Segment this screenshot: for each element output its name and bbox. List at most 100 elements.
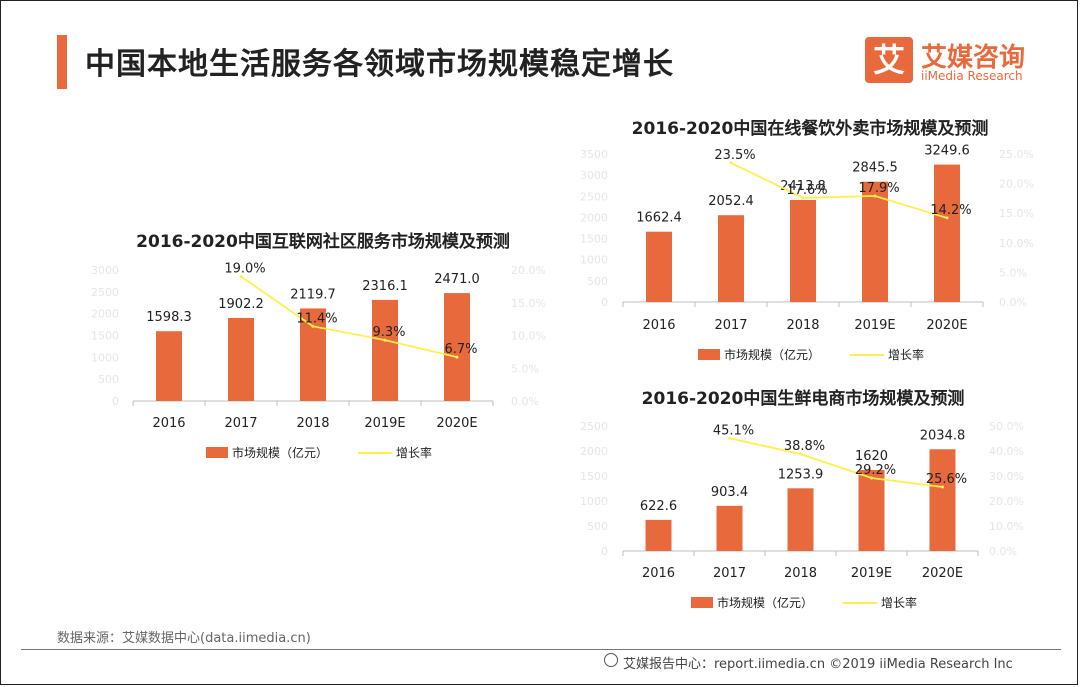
chart3-y2-tick-label: 10.0% [989,520,1024,533]
chart1-y-tick-label: 1000 [91,351,119,364]
chart1-bar [372,299,398,401]
chart1-category-label: 2019E [364,416,405,431]
chart3-legend-bar-swatch [691,597,713,608]
chart2-y2-tick-label: 5.0% [999,266,1027,279]
chart3-legend-bar-label: 市场规模（亿元） [717,595,813,610]
chart1-y-tick-label: 3000 [91,264,119,277]
source-note: 数据来源：艾媒数据中心(data.iimedia.cn) [57,631,311,646]
chart3-growth-line [729,437,943,488]
chart2-growth-line [730,162,948,219]
logo-mark-icon: 艾 [865,37,913,83]
chart2-bar [934,164,960,302]
chart2-category-label: 2017 [714,318,747,333]
chart3-growth-point [870,476,873,480]
globe-icon [604,653,618,667]
chart2-growth-point [873,194,877,198]
chart3-bar-value-label: 1620 [855,449,888,464]
chart1-growth-value-label: 19.0% [224,262,265,277]
chart1-growth-value-label: 11.4% [296,311,337,326]
chart1-y2-tick-label: 0.0% [511,395,539,408]
chart2-bar-value-label: 2845.5 [852,161,898,176]
chart1-growth-point [383,338,387,342]
chart3-title: 2016-2020中国生鲜电商市场规模及预测 [642,388,965,409]
chart2-y-tick-label: 1500 [580,233,608,246]
chart2-growth-point [729,161,733,165]
title-accent-bar [57,35,67,89]
brand-logo: 艾 艾媒咨询 iiMedia Research [865,37,1025,85]
chart2-category-label: 2020E [926,318,967,333]
chart2-category-label: 2019E [854,318,895,333]
chart1-y2-tick-label: 15.0% [511,297,546,310]
chart3-y2-tick-label: 30.0% [989,470,1024,483]
chart3-bar-value-label: 2034.8 [920,428,966,443]
chart3-growth-value-label: 38.8% [784,439,825,454]
chart2-bar-value-label: 1662.4 [636,211,682,226]
chart2-growth-point [945,216,949,220]
chart2-category-label: 2016 [642,318,675,333]
chart1-y2-tick-label: 10.0% [511,330,546,343]
chart1-y2-tick-label: 5.0% [511,362,539,375]
chart1-title: 2016-2020中国互联网社区服务市场规模及预测 [136,231,510,252]
chart2-bar-value-label: 2413.8 [780,179,826,194]
chart1-bar-value-label: 1598.3 [146,310,192,325]
chart1-bar [300,308,326,401]
chart3-growth-value-label: 25.6% [926,472,967,487]
chart2-bar [646,231,672,302]
chart3-bar [929,449,956,551]
chart3-y-tick-label: 0 [601,545,608,558]
chart2-growth-point [801,196,805,200]
chart1-legend-bar-label: 市场规模（亿元） [232,445,328,460]
chart1-growth-value-label: 6.7% [444,342,477,357]
chart2-growth-value-label: 17.9% [858,181,899,196]
chart1-bar-value-label: 2316.1 [362,279,408,294]
chart3-growth-point [728,436,731,440]
chart3-category-label: 2017 [713,566,746,581]
chart3-bar-value-label: 903.4 [711,485,748,500]
chart3-y2-tick-label: 20.0% [989,495,1024,508]
chart3-y2-tick-label: 0.0% [989,545,1017,558]
chart2-bar-value-label: 2052.4 [708,194,754,209]
chart1-y-tick-label: 500 [98,373,119,386]
chart2-y2-tick-label: 20.0% [999,178,1034,191]
chart3-y-tick-label: 1500 [580,470,608,483]
chart3-bar-value-label: 622.6 [640,499,677,514]
chart1-y-tick-label: 2000 [91,308,119,321]
page-title: 中国本地生活服务各领域市场规模稳定增长 [85,47,674,82]
chart2-bar [862,181,888,302]
chart2-growth-value-label: 23.5% [714,148,755,163]
chart3-bar-value-label: 1253.9 [778,467,824,482]
chart3-growth-value-label: 45.1% [713,423,754,438]
chart3-y2-tick-label: 50.0% [989,420,1024,433]
chart2-bar [718,215,744,302]
chart1-growth-point [239,275,243,279]
chart1-bar-value-label: 1902.2 [218,297,264,312]
chart3-y-tick-label: 1000 [580,495,608,508]
chart3-category-label: 2016 [642,566,675,581]
chart3-y-tick-label: 500 [587,520,608,533]
chart1-growth-value-label: 9.3% [372,325,405,340]
chart3-y-tick-label: 2500 [580,420,608,433]
chart2-y2-tick-label: 25.0% [999,148,1034,161]
chart3-growth-value-label: 29.2% [855,463,896,478]
chart1-y-tick-label: 0 [112,395,119,408]
chart2-category-label: 2018 [786,318,819,333]
chart2-growth-value-label: 17.6% [786,183,827,198]
chart2-legend-bar-swatch [698,349,720,360]
chart1-category-label: 2020E [436,416,477,431]
chart2-bar [790,199,816,302]
chart3-bar [716,505,743,551]
chart2-title: 2016-2020中国在线餐饮外卖市场规模及预测 [632,118,989,139]
chart1-y2-tick-label: 20.0% [511,264,546,277]
chart3-growth-point [799,452,802,456]
logo-name-cn: 艾媒咨询 [921,43,1026,73]
chart3-category-label: 2018 [784,566,817,581]
chart2-growth-value-label: 14.2% [930,203,971,218]
chart3-y-tick-label: 2000 [580,445,608,458]
chart2-legend-bar-label: 市场规模（亿元） [724,347,820,362]
chart3-bar [858,470,885,551]
logo-name-en: iiMedia Research [921,69,1023,83]
chart3-legend-line-label: 增长率 [881,595,917,610]
chart2-y-tick-label: 0 [601,296,608,309]
